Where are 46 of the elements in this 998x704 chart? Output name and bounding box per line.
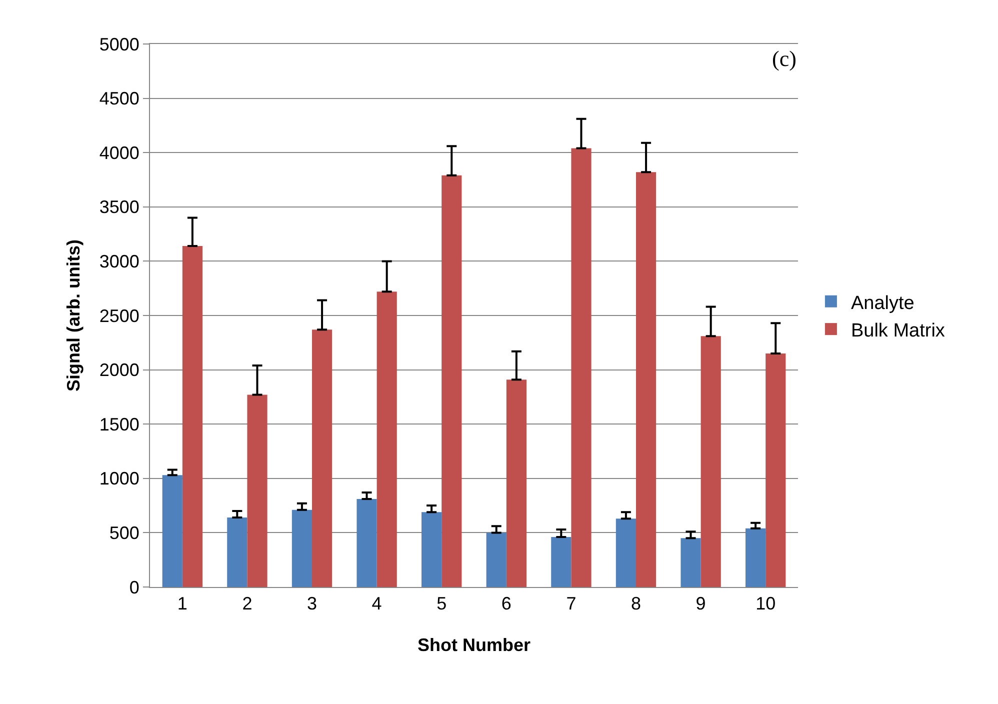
- bar: [376, 292, 397, 587]
- bar: [292, 510, 312, 587]
- bar: [616, 518, 636, 587]
- legend-label: Analyte: [850, 292, 914, 314]
- y-tick-label: 4000: [99, 142, 140, 163]
- x-tick-label: 5: [436, 594, 447, 614]
- x-tick-label: 2: [242, 594, 252, 614]
- bar: [182, 246, 202, 587]
- x-tick-label: 1: [177, 594, 188, 614]
- y-tick-label: 5000: [99, 34, 140, 54]
- bar: [227, 518, 248, 587]
- bar: [571, 148, 592, 587]
- x-tick-label: 9: [696, 594, 706, 614]
- x-axis-title: Shot Number: [417, 635, 531, 655]
- y-axis-title: Signal (arb. units): [64, 239, 84, 392]
- bar: [766, 354, 786, 587]
- bar: [422, 512, 442, 587]
- bar: [506, 380, 526, 587]
- legend-label: Bulk Matrix: [850, 320, 946, 342]
- x-tick-label: 8: [630, 594, 642, 614]
- x-tick-label: 10: [756, 594, 776, 614]
- y-tick-label: 1000: [99, 468, 140, 489]
- y-tick-label: 2000: [99, 360, 140, 380]
- x-tick-label: 6: [501, 594, 512, 614]
- bar: [636, 172, 656, 587]
- bar: [551, 537, 572, 587]
- annotation: (c): [772, 46, 796, 71]
- x-tick-label: 3: [306, 594, 318, 614]
- y-tick-label: 0: [129, 577, 140, 598]
- y-tick-label: 500: [109, 523, 140, 543]
- bar: [746, 528, 766, 587]
- bar: [247, 394, 268, 587]
- bar: [312, 330, 332, 587]
- bar: [700, 336, 721, 587]
- y-tick-label: 3000: [99, 252, 140, 272]
- x-tick-label: 7: [566, 594, 576, 614]
- bar: [442, 175, 462, 587]
- y-tick-label: 4500: [99, 88, 140, 109]
- y-tick-label: 3500: [99, 197, 140, 218]
- bar: [486, 532, 506, 587]
- y-tick-label: 1500: [99, 414, 140, 434]
- y-tick-label: 2500: [99, 306, 140, 326]
- bar: [680, 538, 701, 587]
- bar: [356, 499, 377, 587]
- x-tick-label: 4: [372, 594, 382, 614]
- bar: [162, 475, 182, 587]
